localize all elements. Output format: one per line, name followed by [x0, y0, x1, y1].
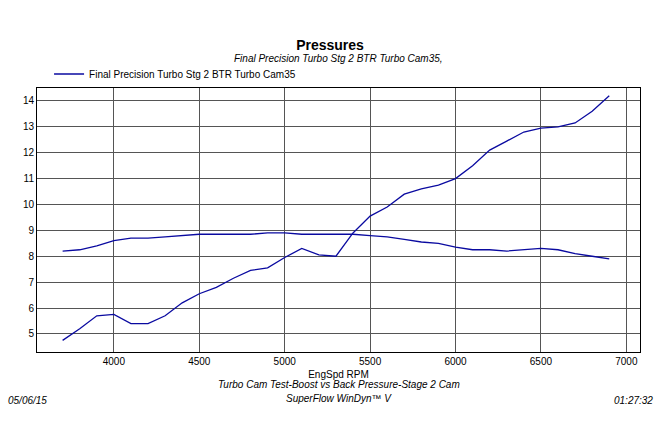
svg-text:EngSpd RPM: EngSpd RPM — [308, 369, 369, 380]
svg-text:12: 12 — [23, 147, 35, 158]
svg-text:13: 13 — [23, 121, 35, 132]
svg-text:Final Precision Turbo Stg 2 BT: Final Precision Turbo Stg 2 BTR Turbo Ca… — [234, 53, 443, 64]
svg-text:6000: 6000 — [444, 356, 467, 367]
svg-text:9: 9 — [28, 225, 34, 236]
svg-text:10: 10 — [23, 199, 35, 210]
svg-text:6500: 6500 — [530, 356, 553, 367]
svg-text:8: 8 — [28, 251, 34, 262]
svg-text:01:27:32: 01:27:32 — [614, 395, 653, 406]
svg-text:Pressures: Pressures — [296, 37, 364, 53]
svg-text:5000: 5000 — [274, 356, 297, 367]
svg-text:SuperFlow WinDyn™ V: SuperFlow WinDyn™ V — [286, 393, 392, 404]
svg-text:5: 5 — [28, 328, 34, 339]
svg-text:6: 6 — [28, 303, 34, 314]
svg-text:4000: 4000 — [103, 356, 126, 367]
svg-text:05/06/15: 05/06/15 — [8, 395, 47, 406]
svg-text:14: 14 — [23, 95, 35, 106]
svg-text:4500: 4500 — [188, 356, 211, 367]
svg-text:11: 11 — [24, 173, 35, 184]
svg-text:7: 7 — [28, 277, 34, 288]
svg-text:Final Precision Turbo Stg 2 BT: Final Precision Turbo Stg 2 BTR Turbo Ca… — [89, 69, 296, 80]
svg-text:Turbo Cam Test-Boost vs Back P: Turbo Cam Test-Boost vs Back Pressure-St… — [218, 379, 460, 390]
svg-text:7000: 7000 — [615, 356, 638, 367]
svg-text:5500: 5500 — [359, 356, 382, 367]
